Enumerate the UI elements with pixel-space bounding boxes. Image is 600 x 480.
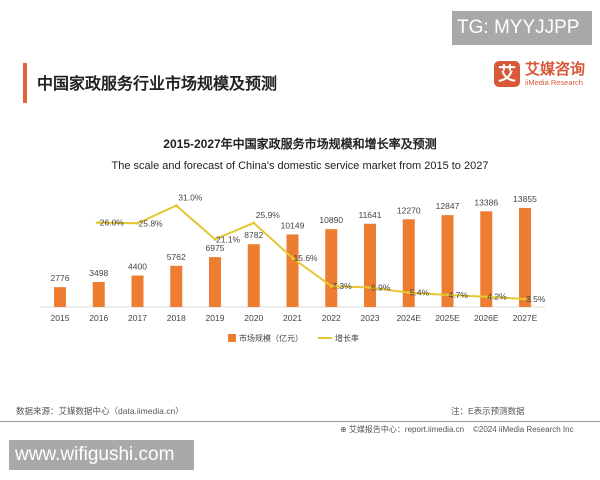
bar-value-label: 13386 (474, 197, 498, 207)
bar (364, 223, 376, 307)
bar-value-label: 5762 (167, 252, 186, 262)
bar (209, 257, 221, 307)
x-tick-label: 2016 (89, 313, 108, 323)
watermark-top: TG: MYYJJPP (452, 11, 592, 45)
legend-line-label: 增长率 (335, 333, 359, 343)
x-tick-label: 2027E (513, 313, 538, 323)
bar-value-label: 12270 (397, 205, 421, 215)
x-tick-label: 2015 (51, 313, 70, 323)
x-tick-label: 2026E (474, 313, 499, 323)
data-source: 数据来源：艾媒数据中心（data.iimedia.cn） (16, 406, 184, 416)
bar (480, 211, 493, 307)
report-center: 艾媒报告中心：report.iimedia.cn (348, 425, 465, 434)
logo: 艾 艾媒咨询 iiMedia Research (494, 61, 585, 87)
growth-rate-point (174, 204, 178, 208)
bar-value-label: 10890 (319, 215, 343, 225)
legend-bar-swatch (228, 334, 236, 342)
growth-rate-point (329, 284, 333, 288)
watermark-bottom: www.wifigushi.com (9, 440, 194, 470)
growth-rate-point (368, 286, 372, 290)
bar (247, 244, 260, 307)
growth-rate-point (213, 237, 217, 241)
page-title: 中国家政服务行业市场规模及预测 (37, 76, 278, 93)
growth-rate-label: 4.7% (449, 290, 469, 300)
bar-value-label: 3498 (89, 268, 108, 278)
bar (92, 281, 105, 307)
footer-divider (0, 421, 600, 422)
copyright: ©2024 iiMedia Research Inc (472, 425, 574, 434)
bar-value-label: 12847 (436, 201, 460, 211)
bar (402, 219, 415, 307)
bar-value-label: 11641 (358, 210, 381, 220)
growth-rate-point (252, 221, 256, 225)
forecast-note: 注：E表示预测数据 (451, 406, 525, 416)
growth-rate-point (484, 295, 488, 299)
bar-value-label: 13855 (513, 194, 537, 204)
bar-value-label: 4400 (128, 262, 147, 272)
growth-rate-label: 5.4% (410, 288, 430, 298)
x-tick-label: 2023 (361, 313, 380, 323)
x-tick-label: 2021 (283, 313, 302, 323)
x-tick-label: 2025E (435, 313, 460, 323)
bar (519, 207, 531, 307)
growth-rate-point (97, 221, 101, 225)
bar-value-label: 8782 (244, 230, 263, 240)
x-tick-label: 2017 (128, 313, 147, 323)
growth-rate-label: 25.8% (139, 218, 164, 228)
growth-rate-label: 3.5% (526, 294, 546, 304)
chart-title: 2015-2027年中国家政服务市场规模和增长率及预测 (163, 137, 437, 151)
bar (170, 265, 183, 307)
x-tick-label: 2024E (396, 313, 421, 323)
growth-rate-point (523, 297, 527, 301)
legend-bar-label: 市场规模（亿元） (239, 333, 303, 343)
growth-rate-point (136, 221, 139, 225)
growth-rate-point (407, 291, 411, 295)
growth-rate-label: 4.2% (487, 292, 507, 302)
x-tick-label: 2018 (167, 313, 186, 323)
growth-rate-label: 31.0% (178, 193, 203, 203)
bar (441, 215, 454, 307)
title-accent-bar (23, 63, 27, 103)
bar (54, 287, 66, 307)
growth-rate-label: 21.1% (216, 234, 241, 244)
logo-mark-icon: 艾 (494, 61, 520, 87)
report-line: ⊕ 艾媒报告中心：report.iimedia.cn ©2024 iiMedia… (340, 424, 574, 435)
x-tick-label: 2019 (206, 313, 225, 323)
growth-rate-label: 6.9% (371, 283, 391, 293)
bar-value-label: 6975 (206, 243, 225, 253)
bar (325, 229, 338, 307)
growth-rate-point (291, 256, 294, 260)
logo-cn: 艾媒咨询 (525, 60, 586, 78)
bar (131, 275, 144, 307)
globe-icon: ⊕ (340, 425, 347, 434)
growth-rate-label: 7.3% (332, 281, 352, 291)
growth-rate-point (446, 293, 449, 297)
bar (286, 234, 299, 307)
x-tick-label: 2022 (322, 313, 341, 323)
growth-rate-label: 15.6% (294, 253, 319, 263)
logo-en: iiMedia Research (525, 77, 583, 87)
x-tick-label: 2020 (244, 313, 263, 323)
growth-rate-label: 25.9% (256, 210, 281, 220)
bar-value-label: 2776 (51, 273, 70, 283)
bar-value-label: 10149 (281, 220, 305, 230)
growth-rate-label: 26.0% (100, 218, 125, 228)
chart-subtitle: The scale and forecast of China's domest… (111, 160, 489, 172)
